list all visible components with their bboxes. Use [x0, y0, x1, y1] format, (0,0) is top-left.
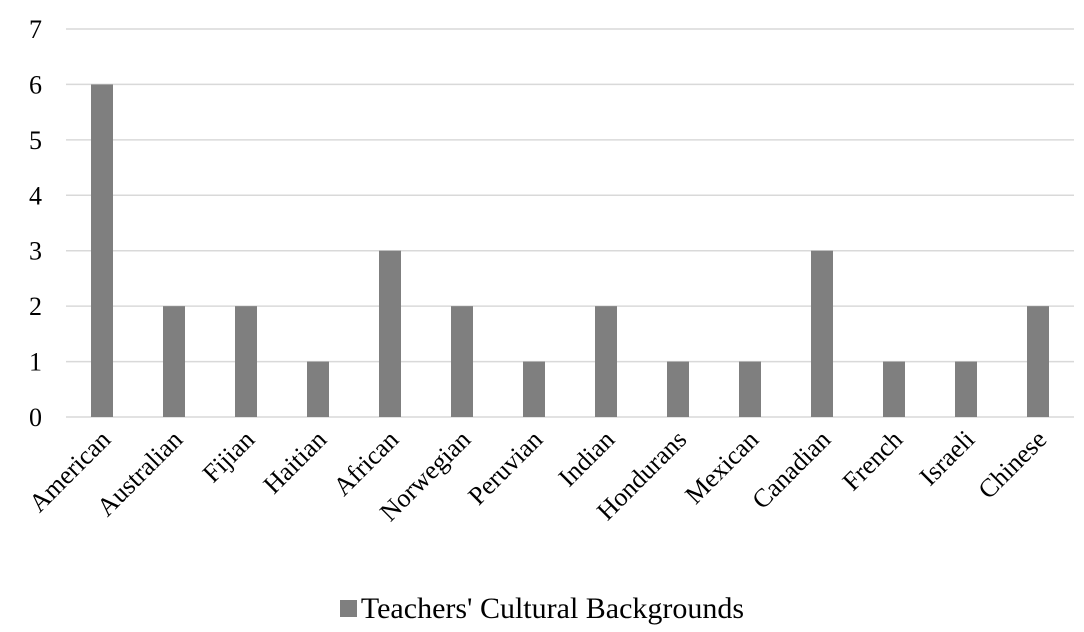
y-tick-label: 4: [29, 181, 42, 210]
x-tick-label-israeli: Israeli: [914, 425, 980, 491]
x-tick-label-canadian: Canadian: [746, 425, 836, 515]
x-tick-label-indian: Indian: [553, 425, 620, 492]
y-tick-label: 5: [29, 126, 42, 155]
bar-french: [883, 361, 905, 417]
y-tick-label: 1: [29, 348, 42, 377]
bar-norwegian: [451, 306, 473, 417]
bar-hondurans: [667, 361, 689, 417]
bar-mexican: [739, 361, 761, 417]
legend-label: Teachers' Cultural Backgrounds: [360, 592, 745, 625]
bar-australian: [163, 306, 185, 417]
legend: Teachers' Cultural Backgrounds: [0, 592, 1084, 626]
bar-chinese: [1027, 306, 1049, 417]
y-tick-label: 0: [29, 403, 42, 432]
y-tick-label: 3: [29, 237, 42, 266]
bar-african: [379, 250, 401, 417]
bar-american: [91, 84, 113, 417]
bar-peruvian: [523, 361, 545, 417]
bar-haitian: [307, 361, 329, 417]
bar-fijian: [235, 306, 257, 417]
bar-canadian: [811, 250, 833, 417]
y-tick-label: 2: [29, 292, 42, 321]
bars: [91, 84, 1049, 417]
gridlines: [66, 28, 1074, 418]
x-tick-label-fijian: Fijian: [197, 425, 260, 488]
x-tick-label-peruvian: Peruvian: [462, 425, 548, 511]
y-axis-ticks: 0 1 2 3 4 5 6 7: [29, 15, 42, 432]
y-tick-label: 6: [29, 70, 42, 99]
bar-indian: [595, 306, 617, 417]
bar-israeli: [955, 361, 977, 417]
x-tick-label-haitian: Haitian: [258, 425, 333, 500]
legend-swatch: [339, 600, 357, 617]
x-tick-label-chinese: Chinese: [973, 425, 1053, 505]
y-tick-label: 7: [29, 15, 42, 44]
x-tick-label-french: French: [837, 425, 909, 497]
